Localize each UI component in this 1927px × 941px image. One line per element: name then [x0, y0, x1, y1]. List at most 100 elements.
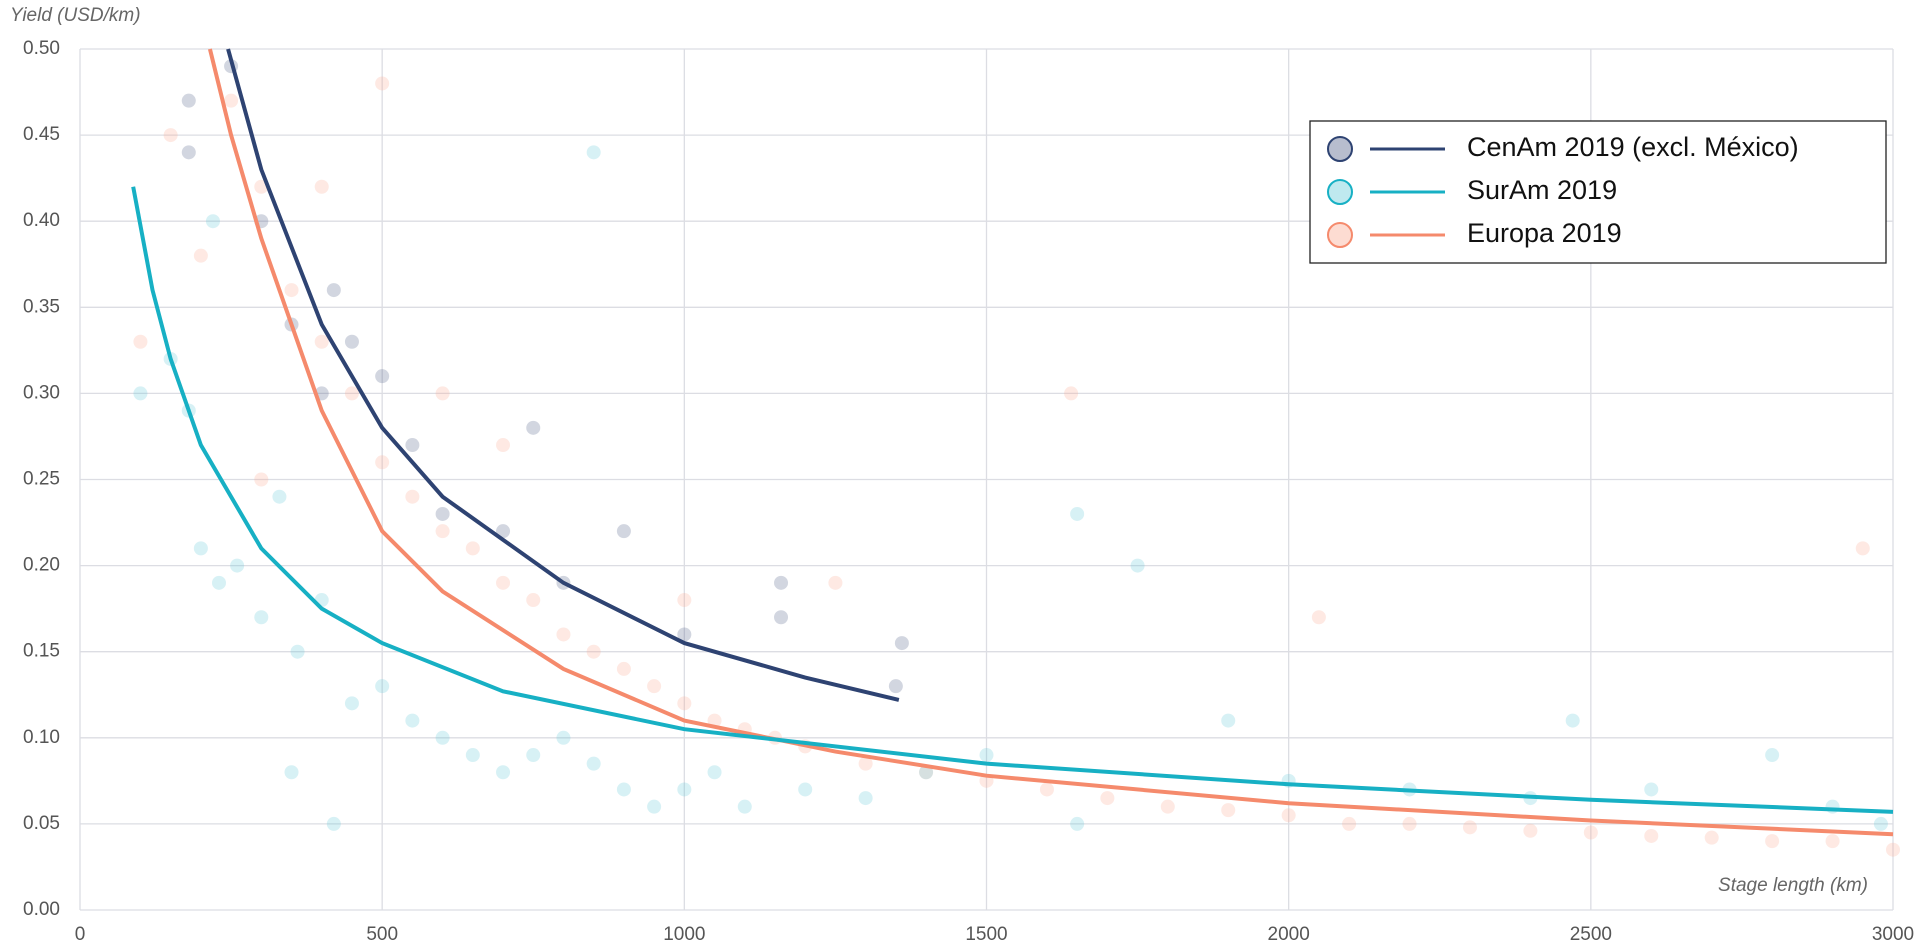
x-tick-label: 2500	[1570, 924, 1612, 941]
scatter-point	[828, 575, 843, 590]
y-tick-label: 0.35	[23, 296, 60, 317]
scatter-point	[894, 636, 909, 651]
scatter-point	[1462, 820, 1477, 835]
scatter-point	[677, 782, 692, 797]
scatter-point	[677, 696, 692, 711]
scatter-point	[435, 524, 450, 539]
scatter-point	[1402, 816, 1417, 831]
scatter-point	[677, 627, 692, 642]
scatter-point	[1704, 830, 1719, 845]
scatter-point	[163, 128, 178, 143]
scatter-point	[677, 593, 692, 608]
x-tick-label: 3000	[1872, 924, 1914, 941]
scatter-point	[1130, 558, 1145, 573]
x-tick-label: 2000	[1268, 924, 1310, 941]
scatter-point	[526, 593, 541, 608]
y-axis-title: Yield (USD/km)	[10, 5, 141, 26]
scatter-point	[181, 93, 196, 108]
scatter-point	[133, 386, 148, 401]
scatter-point	[496, 575, 511, 590]
scatter-point	[979, 748, 994, 763]
scatter-point	[1100, 791, 1115, 806]
legend-label: CenAm 2019 (excl. México)	[1467, 132, 1799, 162]
fit-line	[207, 48, 1894, 837]
x-tick-label: 500	[366, 924, 398, 941]
scatter-point	[284, 283, 299, 298]
scatter-point	[314, 179, 329, 194]
scatter-point	[254, 610, 269, 625]
x-tick-label: 1500	[965, 924, 1007, 941]
scatter-point	[616, 661, 631, 676]
scatter-point	[211, 575, 226, 590]
scatter-point	[496, 438, 511, 453]
scatter-point	[798, 782, 813, 797]
scatter-point	[1064, 386, 1079, 401]
scatter-point	[919, 765, 934, 780]
y-tick-label: 0.30	[23, 382, 60, 403]
scatter-point	[435, 506, 450, 521]
scatter-point	[1644, 782, 1659, 797]
scatter-point	[405, 489, 420, 504]
scatter-point	[526, 420, 541, 435]
scatter-point	[1765, 834, 1780, 849]
scatter-point	[1070, 816, 1085, 831]
scatter-point	[556, 627, 571, 642]
scatter-point	[1039, 782, 1054, 797]
scatter-point	[647, 799, 662, 814]
scatter-point	[405, 713, 420, 728]
scatter-point	[314, 334, 329, 349]
scatter-point	[193, 541, 208, 556]
scatter-point	[1765, 748, 1780, 763]
scatter-point	[1281, 808, 1296, 823]
legend: CenAm 2019 (excl. México) SurAm 2019 Europ…	[1309, 120, 1887, 264]
scatter-point	[375, 76, 390, 91]
scatter-point	[254, 472, 269, 487]
y-tick-label: 0.50	[23, 38, 60, 59]
scatter-point	[205, 214, 220, 229]
y-tick-label: 0.05	[23, 813, 60, 834]
scatter-point	[647, 679, 662, 694]
x-axis-title: Stage length (km)	[1718, 875, 1868, 896]
fit-line	[131, 186, 1894, 814]
scatter-point	[224, 93, 239, 108]
scatter-point	[556, 730, 571, 745]
scatter-point	[344, 696, 359, 711]
scatter-point	[230, 558, 245, 573]
scatter-point	[1583, 825, 1598, 840]
fit-line	[226, 48, 900, 702]
scatter-point	[707, 765, 722, 780]
y-tick-label: 0.40	[23, 210, 60, 231]
x-tick-label: 1000	[663, 924, 705, 941]
scatter-point	[1221, 713, 1236, 728]
scatter-point	[496, 524, 511, 539]
y-tick-label: 0.15	[23, 641, 60, 662]
scatter-point	[858, 756, 873, 771]
y-tick-label: 0.45	[23, 124, 60, 145]
scatter-point	[496, 765, 511, 780]
scatter-point	[405, 438, 420, 453]
scatter-point	[1855, 541, 1870, 556]
legend-marker	[1327, 222, 1353, 248]
scatter-point	[774, 575, 789, 590]
y-tick-label: 0.20	[23, 555, 60, 576]
scatter-point	[1886, 842, 1900, 857]
scatter-point	[284, 765, 299, 780]
scatter-point	[272, 489, 287, 504]
legend-label: Europa 2019	[1467, 218, 1622, 248]
scatter-point	[1311, 610, 1326, 625]
scatter-point	[919, 765, 934, 780]
y-tick-label: 0.25	[23, 469, 60, 490]
scatter-point	[616, 782, 631, 797]
legend-label: SurAm 2019	[1467, 175, 1617, 205]
scatter-point	[1644, 828, 1659, 843]
legend-marker	[1327, 179, 1353, 205]
scatter-point	[858, 791, 873, 806]
scatter-point	[1221, 803, 1236, 818]
scatter-point	[1342, 816, 1357, 831]
scatter-point	[465, 541, 480, 556]
scatter-point	[1825, 834, 1840, 849]
scatter-point	[586, 756, 601, 771]
scatter-point	[181, 145, 196, 160]
scatter-point	[616, 524, 631, 539]
scatter-point	[1565, 713, 1580, 728]
